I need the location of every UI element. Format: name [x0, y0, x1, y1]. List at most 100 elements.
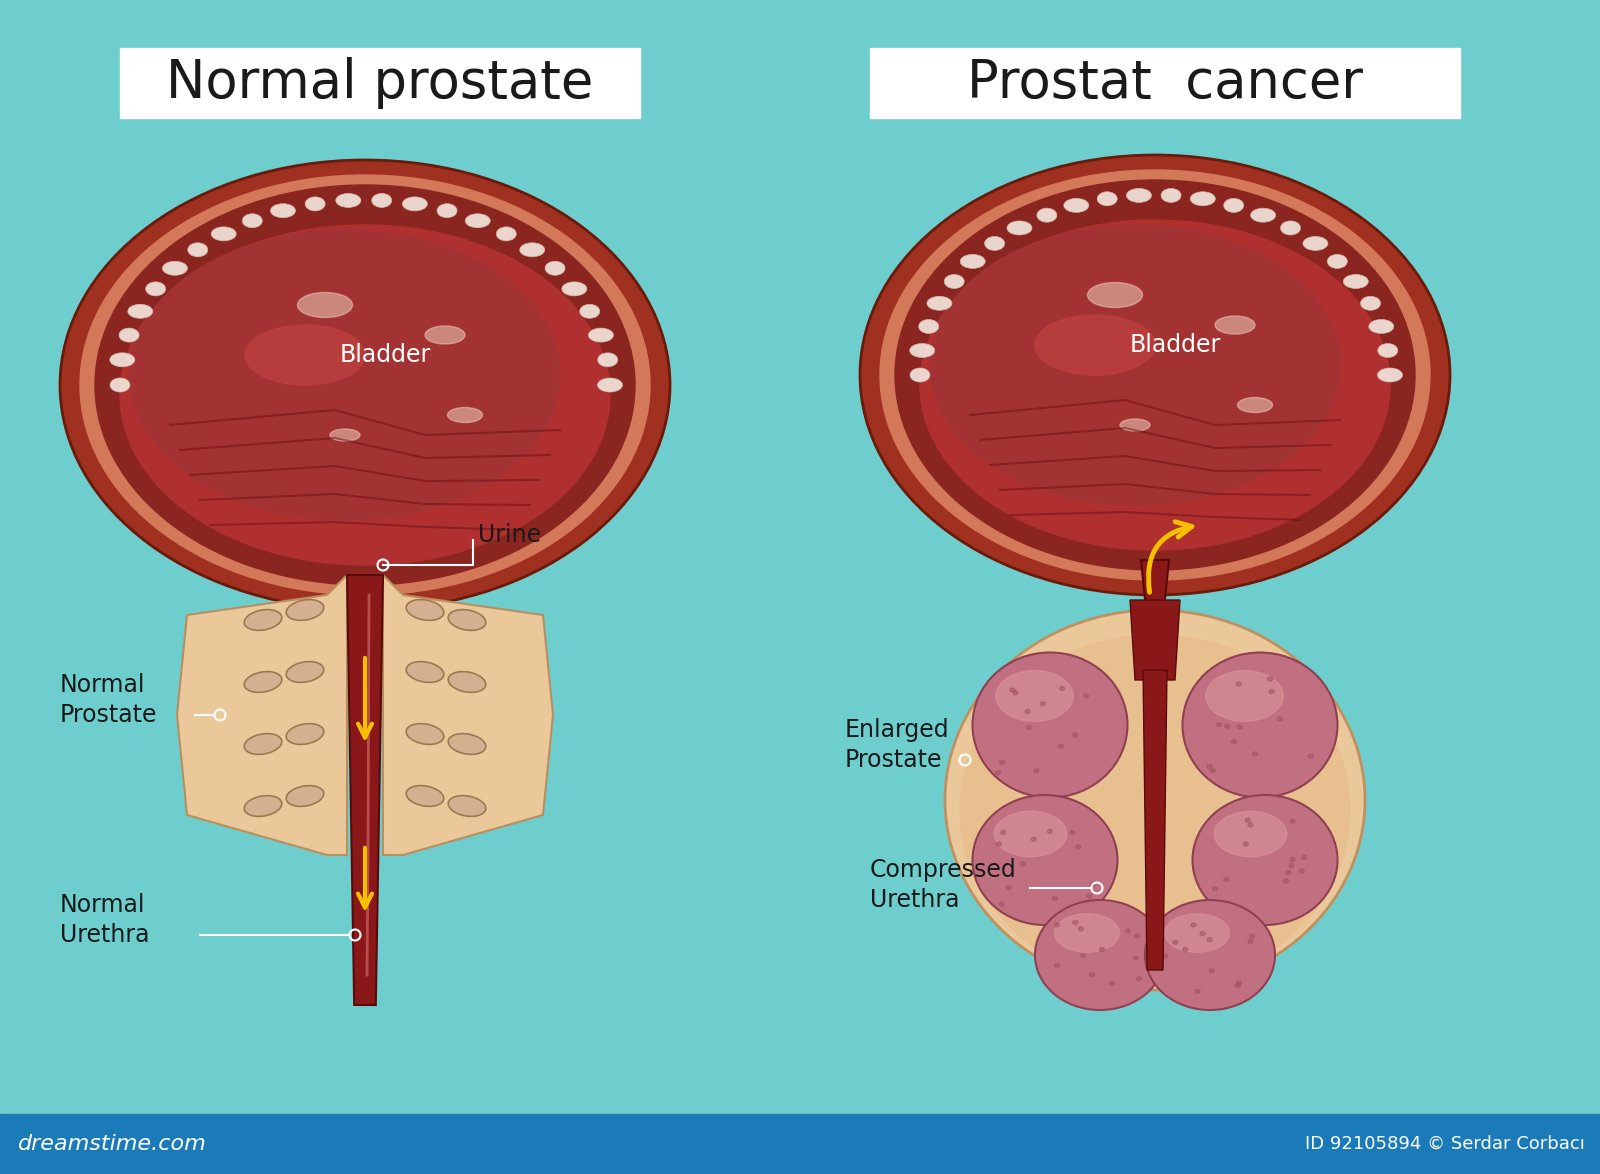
Ellipse shape [1054, 913, 1120, 952]
Ellipse shape [1037, 208, 1058, 222]
Ellipse shape [1182, 653, 1338, 797]
Ellipse shape [1000, 903, 1005, 906]
Ellipse shape [406, 723, 443, 744]
Ellipse shape [994, 811, 1067, 857]
Ellipse shape [1000, 761, 1005, 764]
Ellipse shape [110, 353, 134, 366]
Ellipse shape [579, 304, 600, 318]
Text: Normal prostate: Normal prostate [166, 58, 594, 109]
Ellipse shape [1302, 236, 1328, 250]
Ellipse shape [984, 236, 1005, 250]
Ellipse shape [1074, 920, 1078, 924]
Ellipse shape [1086, 893, 1093, 898]
Ellipse shape [1013, 690, 1018, 695]
Ellipse shape [997, 842, 1002, 846]
Text: Urine: Urine [478, 522, 541, 547]
Ellipse shape [120, 225, 610, 565]
Polygon shape [382, 575, 554, 855]
Ellipse shape [1214, 811, 1286, 857]
Ellipse shape [1250, 933, 1254, 938]
Ellipse shape [1080, 953, 1086, 958]
Polygon shape [0, 1114, 1600, 1174]
Text: Enlarged
Prostate: Enlarged Prostate [845, 718, 950, 771]
Polygon shape [347, 575, 382, 1005]
Ellipse shape [1165, 913, 1229, 952]
Ellipse shape [1059, 744, 1064, 748]
Ellipse shape [1280, 221, 1301, 235]
Ellipse shape [1206, 670, 1283, 721]
Ellipse shape [995, 770, 1000, 775]
Ellipse shape [448, 407, 483, 423]
Polygon shape [1130, 600, 1181, 680]
Ellipse shape [286, 600, 323, 620]
Ellipse shape [1072, 733, 1078, 737]
Ellipse shape [1040, 702, 1045, 706]
Ellipse shape [1070, 830, 1075, 835]
Ellipse shape [1344, 275, 1368, 289]
Ellipse shape [1251, 208, 1275, 222]
Ellipse shape [1110, 981, 1115, 986]
Ellipse shape [1299, 869, 1304, 873]
Ellipse shape [1126, 188, 1152, 202]
Ellipse shape [926, 296, 952, 310]
Ellipse shape [1286, 870, 1291, 875]
Ellipse shape [894, 180, 1414, 571]
Ellipse shape [918, 319, 939, 333]
Ellipse shape [1088, 283, 1142, 308]
Ellipse shape [146, 282, 166, 296]
Ellipse shape [1133, 956, 1138, 960]
Ellipse shape [1059, 687, 1064, 690]
Ellipse shape [930, 225, 1341, 505]
Ellipse shape [1098, 191, 1117, 205]
Ellipse shape [1237, 398, 1272, 412]
Ellipse shape [1026, 726, 1032, 729]
Ellipse shape [1173, 940, 1178, 945]
Ellipse shape [946, 610, 1365, 990]
Ellipse shape [920, 220, 1390, 549]
Polygon shape [870, 48, 1459, 119]
Ellipse shape [1162, 188, 1181, 202]
Ellipse shape [448, 672, 486, 693]
Text: dreamstime.com: dreamstime.com [18, 1134, 206, 1154]
Ellipse shape [1000, 830, 1006, 835]
Ellipse shape [448, 609, 486, 630]
Polygon shape [1141, 560, 1170, 615]
Ellipse shape [1034, 769, 1038, 772]
Ellipse shape [1360, 296, 1381, 310]
Ellipse shape [1277, 717, 1283, 721]
Ellipse shape [1290, 864, 1294, 868]
Ellipse shape [286, 785, 323, 807]
Text: Bladder: Bladder [339, 343, 430, 367]
Ellipse shape [1216, 722, 1221, 727]
Ellipse shape [546, 262, 565, 275]
Ellipse shape [1206, 764, 1211, 769]
Ellipse shape [1269, 689, 1274, 694]
Ellipse shape [406, 785, 443, 807]
Ellipse shape [1378, 367, 1403, 382]
Ellipse shape [1010, 688, 1014, 693]
Ellipse shape [128, 304, 152, 318]
Ellipse shape [163, 262, 187, 275]
Polygon shape [1142, 670, 1166, 970]
Ellipse shape [910, 344, 934, 358]
Ellipse shape [1208, 938, 1213, 942]
Ellipse shape [1053, 897, 1058, 900]
Ellipse shape [1195, 990, 1200, 993]
Text: Normal
Prostate: Normal Prostate [61, 673, 157, 727]
Ellipse shape [598, 353, 618, 366]
Ellipse shape [80, 175, 650, 595]
Ellipse shape [245, 325, 365, 385]
Ellipse shape [1190, 923, 1195, 927]
Ellipse shape [597, 378, 622, 392]
Text: Prostat  cancer: Prostat cancer [966, 58, 1363, 109]
Ellipse shape [1237, 682, 1242, 686]
Ellipse shape [1054, 923, 1059, 926]
Ellipse shape [1064, 198, 1090, 212]
Ellipse shape [330, 429, 360, 441]
Ellipse shape [61, 160, 670, 610]
Ellipse shape [448, 734, 486, 755]
Ellipse shape [1290, 857, 1294, 862]
Ellipse shape [371, 194, 392, 208]
Ellipse shape [496, 227, 517, 241]
Ellipse shape [298, 292, 352, 317]
